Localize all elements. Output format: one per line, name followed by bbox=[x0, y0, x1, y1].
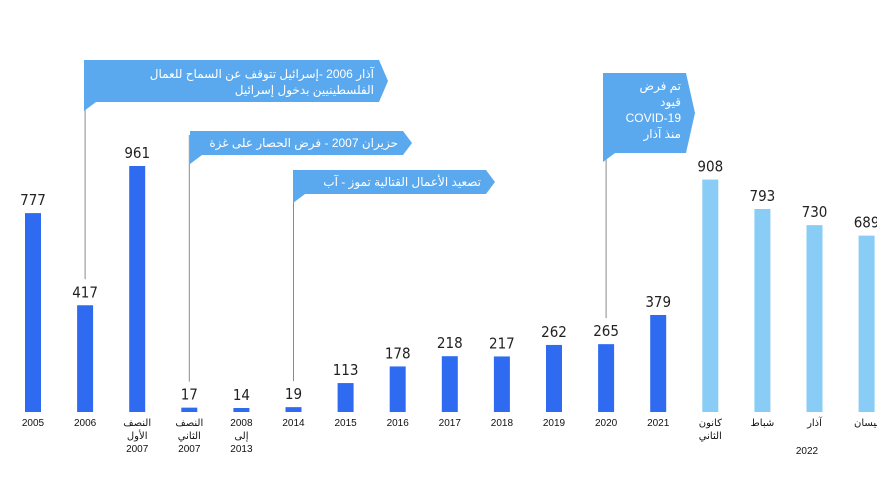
category-label-16-0: نيسان bbox=[854, 418, 877, 429]
bar-1 bbox=[77, 305, 94, 412]
bar-6 bbox=[337, 383, 354, 412]
value-label-4: 14 bbox=[233, 386, 250, 404]
value-label-7: 178 bbox=[385, 344, 411, 362]
annotation-text-3-2: COVID-19 bbox=[626, 111, 682, 125]
bars-layer bbox=[25, 166, 875, 412]
category-label-3-1: الثاني bbox=[178, 431, 201, 442]
annotation-layer: آذار 2006 -إسرائيل تتوقف عن السماح للعما… bbox=[84, 60, 695, 382]
value-label-15: 730 bbox=[802, 203, 828, 221]
bar-15 bbox=[806, 225, 823, 412]
annotation-text-3-1: قيود bbox=[660, 95, 681, 110]
bar-9 bbox=[493, 356, 510, 412]
bar-10 bbox=[546, 344, 562, 412]
category-label-9-0: 2018 bbox=[491, 418, 514, 429]
category-label-3-0: النصف bbox=[175, 418, 203, 429]
bar-12 bbox=[650, 314, 667, 412]
category-label-4-2: 2013 bbox=[230, 444, 253, 455]
category-label-5-0: 2014 bbox=[282, 418, 305, 429]
category-label-2-2: 2007 bbox=[126, 444, 149, 455]
category-label-4-1: إلى bbox=[234, 431, 248, 442]
annotation-text-2-0: تصعيد الأعمال القتالية تموز - آب bbox=[323, 174, 481, 190]
value-label-2: 961 bbox=[124, 144, 150, 162]
category-label-0-0: 2005 bbox=[22, 418, 45, 429]
value-labels-layer: 777 417 961 17 14 19 113 178 218 217 262 265 379 908 7… bbox=[20, 144, 877, 404]
category-label-1-0: 2006 bbox=[74, 418, 97, 429]
value-label-13: 908 bbox=[697, 158, 723, 176]
bar-5 bbox=[285, 407, 302, 412]
value-label-5: 19 bbox=[285, 385, 302, 403]
value-label-6: 113 bbox=[333, 361, 359, 379]
value-label-3: 17 bbox=[181, 386, 198, 404]
annotation-text-3-0: تم فرض bbox=[639, 79, 681, 94]
category-label-14-0: شباط bbox=[751, 418, 775, 429]
bar-3 bbox=[181, 407, 198, 412]
value-label-0: 777 bbox=[20, 191, 46, 209]
annotation-box-1 bbox=[190, 131, 412, 164]
bar-13 bbox=[702, 179, 719, 412]
bar-4 bbox=[233, 408, 250, 412]
category-label-10-0: 2019 bbox=[543, 418, 566, 429]
bar-16 bbox=[858, 235, 875, 412]
annotation-text-0-1: الفلسطينيين بدخول إسرائيل bbox=[235, 83, 374, 98]
annotation-text-1-0: حزيران 2007 - فرض الحصار على غزة bbox=[209, 136, 398, 151]
bar-14 bbox=[754, 209, 771, 412]
value-label-14: 793 bbox=[750, 187, 776, 205]
value-label-11: 265 bbox=[593, 322, 619, 340]
category-label-8-0: 2017 bbox=[439, 418, 462, 429]
category-label-11-0: 2020 bbox=[595, 418, 618, 429]
annotation-box-2 bbox=[293, 170, 495, 203]
category-label-3-2: 2007 bbox=[178, 444, 201, 455]
value-label-16: 689 bbox=[854, 214, 877, 232]
category-label-2-0: النصف bbox=[123, 418, 151, 429]
group-label-2022: 2022 bbox=[796, 446, 819, 457]
bar-2 bbox=[129, 166, 146, 412]
bar-0 bbox=[25, 213, 41, 412]
annotation-box-3 bbox=[603, 73, 695, 162]
value-label-9: 217 bbox=[489, 334, 515, 352]
value-label-1: 417 bbox=[72, 283, 98, 301]
category-label-4-0: 2008 bbox=[230, 418, 253, 429]
value-label-8: 218 bbox=[437, 334, 463, 352]
category-label-12-0: 2021 bbox=[647, 418, 670, 429]
annotation-box-0 bbox=[84, 60, 388, 111]
bar-8 bbox=[441, 356, 458, 412]
category-label-13-0: كانون bbox=[699, 418, 722, 429]
annotation-text-0-0: آذار 2006 -إسرائيل تتوقف عن السماح للعما… bbox=[150, 66, 375, 82]
annotation-text-3-3: منذ آذار bbox=[643, 126, 682, 142]
category-label-2-1: الأول bbox=[127, 429, 148, 442]
value-label-12: 379 bbox=[645, 293, 671, 311]
category-label-6-0: 2015 bbox=[334, 418, 357, 429]
bar-7 bbox=[389, 366, 406, 412]
category-label-7-0: 2016 bbox=[387, 418, 410, 429]
category-labels-layer: 2005 2006 النصفالأول2007النصفالثاني2007200… bbox=[22, 416, 877, 455]
category-label-13-1: الثاني bbox=[699, 431, 722, 442]
value-label-10: 262 bbox=[541, 323, 567, 341]
category-label-15-0: آذار bbox=[806, 416, 823, 429]
bar-11 bbox=[598, 344, 615, 412]
